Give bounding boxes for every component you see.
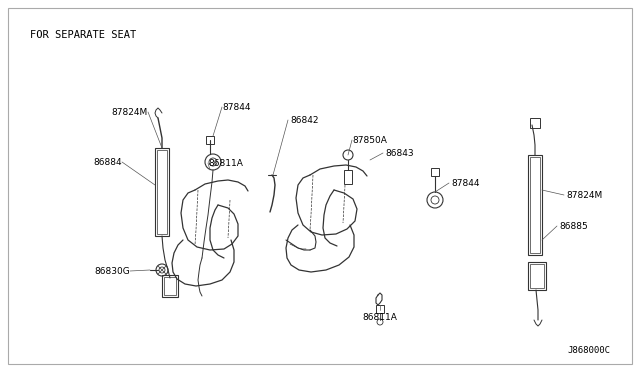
Text: 86884: 86884 xyxy=(93,157,122,167)
Text: 86885: 86885 xyxy=(559,221,588,231)
Text: 86811A: 86811A xyxy=(363,314,397,323)
Text: 87844: 87844 xyxy=(222,103,250,112)
Text: 87824M: 87824M xyxy=(112,108,148,116)
Bar xyxy=(530,118,540,128)
Bar xyxy=(528,155,542,255)
Text: 86811A: 86811A xyxy=(208,158,243,167)
Bar xyxy=(164,277,176,295)
Bar xyxy=(431,168,439,176)
Bar xyxy=(155,148,169,236)
Text: 86843: 86843 xyxy=(385,148,413,157)
Text: 87844: 87844 xyxy=(451,179,479,187)
Text: 86830G: 86830G xyxy=(94,266,130,276)
Text: 87824M: 87824M xyxy=(566,190,602,199)
Bar xyxy=(162,275,178,297)
Text: J868000C: J868000C xyxy=(567,346,610,355)
Bar xyxy=(157,150,167,234)
Bar xyxy=(344,170,352,184)
Bar xyxy=(528,262,546,290)
Bar xyxy=(530,157,540,253)
Bar xyxy=(376,305,384,313)
Text: 87850A: 87850A xyxy=(352,135,387,144)
Bar xyxy=(530,264,544,288)
Text: 86842: 86842 xyxy=(290,115,319,125)
Bar xyxy=(206,136,214,144)
Text: FOR SEPARATE SEAT: FOR SEPARATE SEAT xyxy=(30,30,136,40)
